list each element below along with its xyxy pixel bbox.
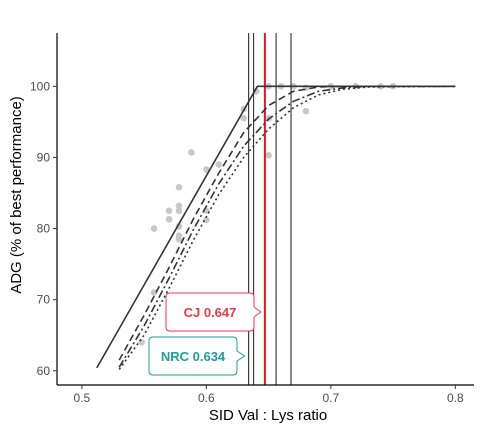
curve-dotdash <box>118 85 456 368</box>
callout-cj: CJ 0.647 <box>165 292 262 332</box>
axes-layer <box>56 33 474 386</box>
y-tick-label: 100 <box>30 79 50 93</box>
y-axis-title: ADG (% of best performance) <box>8 96 25 294</box>
data-point <box>175 184 183 191</box>
data-point <box>165 207 173 215</box>
curve-dashed <box>118 85 456 361</box>
ticks-layer: 0.5 0.6 0.7 0.8 60 70 80 90 100 <box>30 79 464 405</box>
x-tick-label: 0.6 <box>198 391 215 405</box>
callout-label: NRC 0.634 <box>161 349 226 364</box>
data-point <box>175 232 183 239</box>
data-point <box>302 107 310 115</box>
data-point <box>203 166 210 173</box>
data-point <box>165 216 173 223</box>
data-point <box>150 225 158 232</box>
y-tick-label: 80 <box>37 222 51 236</box>
y-tick-label: 60 <box>37 364 51 378</box>
data-point <box>265 152 272 159</box>
annotations-layer: CJ 0.647 NRC 0.634 <box>148 292 262 376</box>
data-point <box>240 115 248 122</box>
callout-label: CJ 0.647 <box>184 305 237 320</box>
data-point <box>150 289 158 296</box>
curves-layer <box>96 85 456 370</box>
data-point <box>175 207 183 215</box>
callout-nrc: NRC 0.634 <box>148 336 246 376</box>
y-tick-label: 70 <box>37 293 51 307</box>
x-tick-label: 0.7 <box>323 391 340 405</box>
data-point <box>188 149 195 156</box>
data-point <box>203 216 210 224</box>
x-axis-title: SID Val : Lys ratio <box>209 407 327 424</box>
curve-dotted <box>118 85 456 370</box>
callout-box <box>148 336 246 376</box>
data-point <box>175 202 183 210</box>
callout-box <box>165 292 262 332</box>
x-tick-label: 0.5 <box>74 391 91 405</box>
data-point <box>138 339 145 346</box>
x-tick-label: 0.8 <box>447 391 464 405</box>
data-point <box>215 161 223 168</box>
y-tick-label: 90 <box>37 150 51 164</box>
